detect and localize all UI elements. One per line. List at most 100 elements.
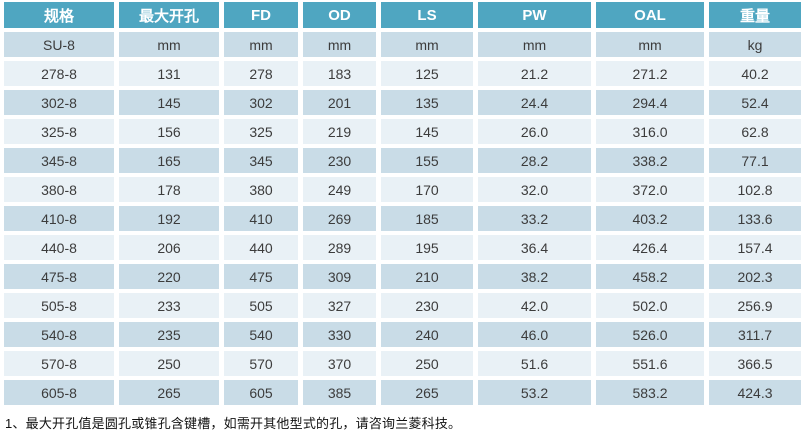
data-cell: 145 <box>381 119 473 144</box>
data-cell: 475 <box>224 264 298 289</box>
data-cell: 366.5 <box>709 351 801 376</box>
data-cell: 40.2 <box>709 61 801 86</box>
data-cell: 327 <box>303 293 376 318</box>
data-cell: 52.4 <box>709 90 801 115</box>
spec-table-body: SU-8 mm mm mm mm mm mm kg 278-8 131 278 183 125 21.2 2… <box>4 32 801 405</box>
data-cell: 145 <box>119 90 219 115</box>
data-cell: 309 <box>303 264 376 289</box>
column-header: 重量 <box>709 2 801 28</box>
data-cell: 338.2 <box>596 148 704 173</box>
data-cell: 410 <box>224 206 298 231</box>
data-cell: 156 <box>119 119 219 144</box>
data-cell: 249 <box>303 177 376 202</box>
data-cell: 526.0 <box>596 322 704 347</box>
unit-cell: mm <box>381 32 473 57</box>
data-cell: 28.2 <box>478 148 591 173</box>
data-cell: 289 <box>303 235 376 260</box>
data-cell: 157.4 <box>709 235 801 260</box>
table-row: 325-8 156 325 219 145 26.0 316.0 62.8 <box>4 119 801 144</box>
data-cell: 540 <box>224 322 298 347</box>
data-cell: 605 <box>224 380 298 405</box>
data-cell: 505 <box>224 293 298 318</box>
column-header: 最大开孔 <box>119 2 219 28</box>
data-cell: 46.0 <box>478 322 591 347</box>
unit-cell: kg <box>709 32 801 57</box>
column-header: LS <box>381 2 473 28</box>
data-cell: 202.3 <box>709 264 801 289</box>
spec-table: 规格 最大开孔 FD OD LS PW OAL 重量 SU-8 mm mm mm mm mm mm kg 27… <box>4 2 801 405</box>
data-cell: 426.4 <box>596 235 704 260</box>
data-cell: 77.1 <box>709 148 801 173</box>
data-cell: 605-8 <box>4 380 114 405</box>
data-cell: 230 <box>303 148 376 173</box>
column-header: OAL <box>596 2 704 28</box>
data-cell: 540-8 <box>4 322 114 347</box>
table-row: 605-8 265 605 385 265 53.2 583.2 424.3 <box>4 380 801 405</box>
data-cell: 380 <box>224 177 298 202</box>
table-row: 570-8 250 570 370 250 51.6 551.6 366.5 <box>4 351 801 376</box>
data-cell: 278-8 <box>4 61 114 86</box>
data-cell: 302-8 <box>4 90 114 115</box>
data-cell: 302 <box>224 90 298 115</box>
data-cell: 410-8 <box>4 206 114 231</box>
table-row: 345-8 165 345 230 155 28.2 338.2 77.1 <box>4 148 801 173</box>
data-cell: 125 <box>381 61 473 86</box>
data-cell: 311.7 <box>709 322 801 347</box>
data-cell: 185 <box>381 206 473 231</box>
data-cell: 345-8 <box>4 148 114 173</box>
table-row: 440-8 206 440 289 195 36.4 426.4 157.4 <box>4 235 801 260</box>
data-cell: 325 <box>224 119 298 144</box>
unit-cell: mm <box>303 32 376 57</box>
unit-cell: SU-8 <box>4 32 114 57</box>
unit-cell: mm <box>224 32 298 57</box>
data-cell: 330 <box>303 322 376 347</box>
data-cell: 201 <box>303 90 376 115</box>
data-cell: 583.2 <box>596 380 704 405</box>
data-cell: 135 <box>381 90 473 115</box>
data-cell: 385 <box>303 380 376 405</box>
data-cell: 424.3 <box>709 380 801 405</box>
data-cell: 38.2 <box>478 264 591 289</box>
data-cell: 24.4 <box>478 90 591 115</box>
data-cell: 219 <box>303 119 376 144</box>
data-cell: 183 <box>303 61 376 86</box>
data-cell: 133.6 <box>709 206 801 231</box>
data-cell: 250 <box>119 351 219 376</box>
column-header: FD <box>224 2 298 28</box>
data-cell: 440-8 <box>4 235 114 260</box>
data-cell: 195 <box>381 235 473 260</box>
column-header: OD <box>303 2 376 28</box>
data-cell: 220 <box>119 264 219 289</box>
data-cell: 206 <box>119 235 219 260</box>
data-cell: 502.0 <box>596 293 704 318</box>
data-cell: 458.2 <box>596 264 704 289</box>
data-cell: 53.2 <box>478 380 591 405</box>
data-cell: 233 <box>119 293 219 318</box>
column-header: PW <box>478 2 591 28</box>
data-cell: 192 <box>119 206 219 231</box>
data-cell: 26.0 <box>478 119 591 144</box>
data-cell: 278 <box>224 61 298 86</box>
table-row: 410-8 192 410 269 185 33.2 403.2 133.6 <box>4 206 801 231</box>
data-cell: 271.2 <box>596 61 704 86</box>
data-cell: 21.2 <box>478 61 591 86</box>
data-cell: 131 <box>119 61 219 86</box>
data-cell: 155 <box>381 148 473 173</box>
footnote-max-bore-note: 1、最大开孔值是圆孔或锥孔含键槽，如需开其他型式的孔，请咨询兰菱科技。 <box>5 416 462 431</box>
data-cell: 42.0 <box>478 293 591 318</box>
unit-cell: mm <box>478 32 591 57</box>
spec-table-header: 规格 最大开孔 FD OD LS PW OAL 重量 <box>4 2 801 28</box>
column-header: 规格 <box>4 2 114 28</box>
data-cell: 250 <box>381 351 473 376</box>
data-cell: 165 <box>119 148 219 173</box>
data-cell: 170 <box>381 177 473 202</box>
data-cell: 230 <box>381 293 473 318</box>
table-row: 475-8 220 475 309 210 38.2 458.2 202.3 <box>4 264 801 289</box>
data-cell: 345 <box>224 148 298 173</box>
data-cell: 316.0 <box>596 119 704 144</box>
unit-cell: mm <box>119 32 219 57</box>
data-cell: 269 <box>303 206 376 231</box>
data-cell: 570 <box>224 351 298 376</box>
data-cell: 178 <box>119 177 219 202</box>
data-cell: 51.6 <box>478 351 591 376</box>
